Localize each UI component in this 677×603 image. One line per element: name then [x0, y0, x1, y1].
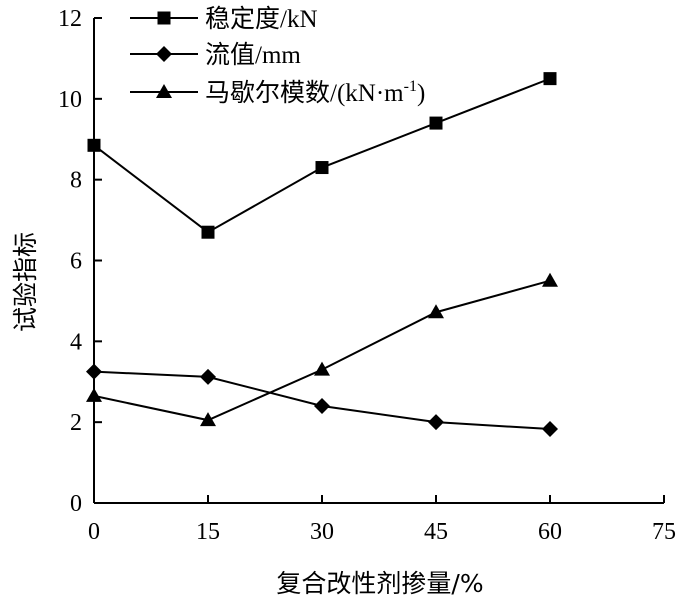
data-point-triangle — [428, 304, 444, 319]
data-point-diamond — [542, 421, 558, 438]
x-ticks: 0 15 30 45 60 75 — [88, 495, 676, 545]
data-point-triangle — [86, 387, 102, 402]
x-tick-label: 60 — [538, 519, 562, 545]
x-tick-label: 0 — [88, 519, 100, 545]
x-axis-label: 复合改性剂掺量/% — [276, 569, 483, 598]
x-tick-label: 45 — [424, 519, 448, 545]
legend-item-diamond: 流值/mm — [130, 41, 301, 69]
y-ticks: 0 2 4 6 8 10 12 — [58, 6, 102, 517]
data-point-square — [543, 72, 557, 86]
y-tick-label: 8 — [70, 168, 82, 194]
series-group — [86, 72, 558, 438]
legend-label: 马歇尔模数/(kN·m-1) — [205, 78, 425, 107]
legend-label: 流值/mm — [205, 41, 301, 69]
x-tick-label: 30 — [310, 519, 334, 545]
legend-item-square: 稳定度/kN — [130, 5, 318, 33]
data-point-diamond — [86, 363, 102, 380]
x-tick-label: 75 — [652, 519, 676, 545]
data-point-diamond — [314, 398, 330, 414]
data-point-triangle — [314, 361, 330, 376]
data-point-square — [429, 116, 443, 130]
data-point-triangle — [200, 412, 216, 427]
y-tick-label: 4 — [70, 329, 82, 355]
y-axis-label: 试验指标 — [11, 232, 40, 332]
data-point-square — [315, 161, 329, 175]
data-point-diamond — [200, 368, 216, 385]
y-tick-label: 6 — [70, 249, 82, 275]
legend-marker-diamond — [156, 46, 172, 62]
legend-marker-triangle — [156, 84, 172, 98]
y-tick-label: 12 — [58, 6, 82, 32]
data-point-square — [87, 138, 101, 152]
y-tick-label: 2 — [70, 410, 82, 436]
data-point-square — [201, 225, 215, 239]
data-point-triangle — [542, 272, 558, 287]
y-tick-label: 10 — [58, 87, 82, 113]
legend-label: 稳定度/kN — [205, 5, 318, 33]
data-point-diamond — [428, 414, 444, 431]
legend-marker-square — [157, 11, 171, 25]
legend-item-triangle: 马歇尔模数/(kN·m-1) — [130, 78, 425, 107]
x-tick-label: 15 — [196, 519, 220, 545]
legend: 稳定度/kN 流值/mm 马歇尔模数/(kN·m-1) — [130, 5, 425, 107]
series-triangle — [86, 272, 558, 427]
y-tick-label: 0 — [70, 491, 82, 517]
series-square — [87, 72, 557, 239]
series-diamond — [86, 363, 558, 438]
